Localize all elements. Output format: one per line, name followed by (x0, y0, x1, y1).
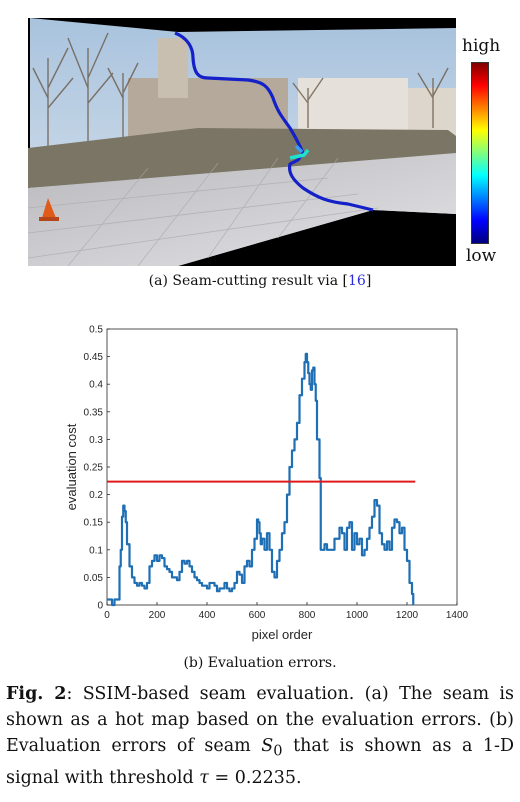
y-axis-label: evaluation cost (64, 423, 79, 510)
y-tick-label: 0.45 (84, 352, 104, 363)
caption-text-3: = 0.2235. (208, 767, 302, 788)
x-tick-label: 0 (104, 610, 110, 621)
tau-symbol: τ (199, 767, 209, 788)
x-tick-label: 800 (299, 610, 316, 621)
seam-subscript: 0 (273, 742, 283, 760)
x-tick-label: 600 (249, 610, 266, 621)
caption-text-2: that is shown as a 1-D signal with thres… (6, 736, 515, 788)
y-tick-label: 0.15 (84, 518, 104, 529)
caption-text-1: : SSIM-based seam evaluation. (a) The se… (6, 684, 514, 756)
plot-frame (106, 328, 458, 606)
subfigure-a-caption: (a) Seam-cutting result via [16] (0, 273, 520, 289)
x-tick-label: 1400 (446, 610, 469, 621)
evaluation-cost-chart: 0 200 400 600 800 1000 1200 1400 0 0.05 0.1 0.15 0.2… (64, 325, 469, 643)
figure-label: Fig. 2 (6, 684, 67, 704)
y-tick-label: 0.5 (89, 325, 103, 336)
x-tick-label: 200 (149, 610, 166, 621)
subfigure-b-caption: (b) Evaluation errors. (183, 655, 337, 671)
seam-photo (28, 18, 456, 266)
y-tick-label: 0.3 (89, 435, 103, 446)
y-tick-label: 0.2 (89, 490, 103, 501)
traffic-cone (42, 198, 56, 218)
colorbar-low-label: low (466, 246, 497, 266)
x-tick-label: 400 (199, 610, 216, 621)
cost-series-line (107, 352, 415, 607)
y-tick-label: 0.25 (84, 463, 104, 474)
x-axis-label: pixel order (252, 627, 313, 642)
seam-symbol: S (261, 736, 274, 756)
y-tick-label: 0.1 (89, 545, 103, 556)
colorbar (471, 62, 489, 244)
x-tick-label: 1000 (346, 610, 369, 621)
y-tick-label: 0.05 (84, 573, 104, 584)
seam-line (174, 31, 374, 212)
x-tick-label: 1200 (396, 610, 419, 621)
colorbar-high-label: high (462, 36, 501, 56)
caption-a-prefix: (a) Seam-cutting result via [ (148, 273, 349, 289)
y-tick-label: 0 (97, 601, 103, 612)
caption-a-suffix: ] (365, 273, 372, 289)
citation-link[interactable]: 16 (348, 273, 366, 289)
figure-caption: Fig. 2: SSIM-based seam evaluation. (a) … (6, 681, 514, 791)
y-tick-label: 0.4 (89, 380, 103, 391)
y-tick-label: 0.35 (84, 407, 104, 418)
